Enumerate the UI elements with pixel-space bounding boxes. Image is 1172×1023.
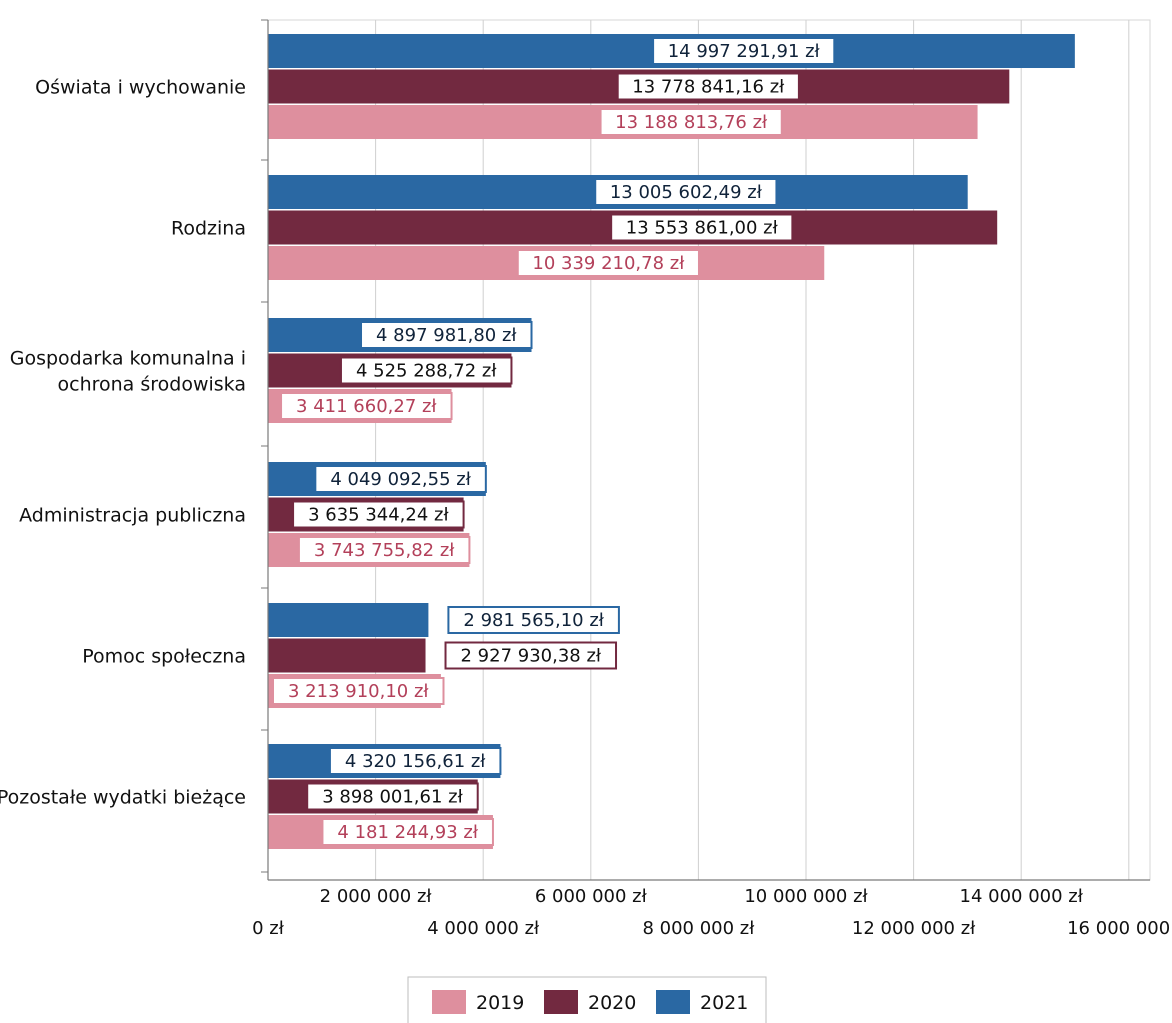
data-label-text: 3 898 001,61 zł bbox=[322, 787, 463, 808]
legend-label: 2021 bbox=[700, 992, 748, 1014]
legend-box bbox=[407, 976, 767, 1023]
category-label-line: Rodzina bbox=[171, 218, 246, 240]
data-label-text: 3 411 660,27 zł bbox=[296, 396, 437, 417]
data-label-2019-2: 3 411 660,27 zł bbox=[280, 392, 453, 420]
x-tick-label: 0 zł bbox=[252, 918, 285, 939]
data-label-box bbox=[314, 465, 487, 493]
category-label-4: Pomoc społeczna bbox=[82, 646, 246, 668]
category-label-line: Pomoc społeczna bbox=[82, 646, 246, 668]
bar-2021-4 bbox=[268, 603, 429, 637]
data-label-text: 3 213 910,10 zł bbox=[288, 681, 429, 702]
category-label-1: Rodzina bbox=[171, 218, 246, 240]
data-label-2020-4: 2 927 930,38 zł bbox=[444, 641, 618, 670]
x-tick-label: 2 000 000 zł bbox=[320, 886, 433, 907]
data-label-2020-0: 13 778 841,16 zł bbox=[616, 72, 800, 101]
category-label-5: Pozostałe wydatki bieżące bbox=[0, 787, 246, 809]
bar-2020-4 bbox=[268, 638, 426, 673]
data-label-box bbox=[328, 747, 502, 775]
data-label-2021-0: 14 997 291,91 zł bbox=[652, 37, 836, 65]
data-label-box bbox=[516, 249, 700, 277]
series-2020: 13 778 841,16 zł 13 553 861,00 zł 4 525 28… bbox=[268, 69, 1010, 814]
data-label-2019-5: 4 181 244,93 zł bbox=[321, 818, 494, 846]
data-label-text: 4 181 244,93 zł bbox=[337, 822, 478, 843]
data-label-box bbox=[292, 500, 465, 529]
data-label-2021-2: 4 897 981,80 zł bbox=[360, 321, 533, 349]
data-label-2019-4: 3 213 910,10 zł bbox=[272, 677, 445, 705]
data-label-text: 13 188 813,76 zł bbox=[615, 112, 768, 133]
category-label-line: Administracja publiczna bbox=[19, 505, 246, 527]
data-label-text: 4 049 092,55 zł bbox=[330, 469, 471, 490]
data-label-2021-4: 2 981 565,10 zł bbox=[447, 606, 620, 634]
data-label-text: 13 778 841,16 zł bbox=[632, 77, 785, 98]
data-label-text: 2 981 565,10 zł bbox=[463, 610, 604, 631]
data-label-2020-5: 3 898 001,61 zł bbox=[306, 782, 479, 811]
data-label-box bbox=[447, 606, 620, 634]
legend-swatch bbox=[656, 990, 690, 1014]
data-label-text: 2 927 930,38 zł bbox=[461, 646, 602, 667]
data-label-text: 4 897 981,80 zł bbox=[376, 325, 517, 346]
series-2021: 14 997 291,91 zł 13 005 602,49 zł 4 897 98… bbox=[268, 34, 1075, 778]
data-label-text: 13 005 602,49 zł bbox=[610, 182, 763, 203]
legend-label: 2020 bbox=[588, 992, 636, 1014]
data-label-text: 14 997 291,91 zł bbox=[668, 41, 821, 62]
data-label-box bbox=[280, 392, 453, 420]
data-label-box bbox=[306, 782, 479, 811]
data-label-box bbox=[599, 108, 783, 136]
data-label-text: 3 635 344,24 zł bbox=[308, 505, 449, 526]
data-label-2019-0: 13 188 813,76 zł bbox=[599, 108, 783, 136]
data-label-box bbox=[272, 677, 445, 705]
x-tick-label: 16 000 000 zł bbox=[1067, 918, 1172, 939]
data-label-text: 4 320 156,61 zł bbox=[345, 751, 486, 772]
data-label-2019-1: 10 339 210,78 zł bbox=[516, 249, 700, 277]
category-label-3: Administracja publiczna bbox=[19, 505, 246, 527]
data-label-text: 13 553 861,00 zł bbox=[626, 218, 779, 239]
series-2019: 13 188 813,76 zł 10 339 210,78 zł 3 411 66… bbox=[268, 105, 978, 849]
data-label-text: 3 743 755,82 zł bbox=[314, 540, 455, 561]
x-tick-label: 8 000 000 zł bbox=[642, 918, 755, 939]
x-tick-label: 6 000 000 zł bbox=[535, 886, 648, 907]
category-label-line: Pozostałe wydatki bieżące bbox=[0, 787, 246, 809]
data-label-box bbox=[610, 213, 794, 242]
data-label-2021-3: 4 049 092,55 zł bbox=[314, 465, 487, 493]
data-label-2021-1: 13 005 602,49 zł bbox=[594, 178, 778, 206]
x-tick-label: 10 000 000 zł bbox=[744, 886, 868, 907]
legend-item-2021: 2021 bbox=[656, 990, 748, 1014]
category-label-2: Gospodarka komunalna i ochrona środowiska bbox=[10, 348, 246, 396]
data-label-text: 10 339 210,78 zł bbox=[532, 253, 685, 274]
data-label-box bbox=[444, 641, 618, 670]
category-label-line: Oświata i wychowanie bbox=[35, 77, 246, 99]
legend-swatch bbox=[544, 990, 578, 1014]
data-label-2021-5: 4 320 156,61 zł bbox=[328, 747, 502, 775]
x-tick-label: 4 000 000 zł bbox=[427, 918, 540, 939]
data-label-box bbox=[297, 536, 471, 564]
category-label-0: Oświata i wychowanie bbox=[35, 77, 246, 99]
data-label-box bbox=[360, 321, 533, 349]
category-label-line: Gospodarka komunalna i bbox=[10, 348, 246, 370]
data-label-box bbox=[616, 72, 800, 101]
data-label-2019-3: 3 743 755,82 zł bbox=[297, 536, 471, 564]
legend-label: 2019 bbox=[476, 992, 524, 1014]
data-label-box bbox=[594, 178, 778, 206]
legend-swatch bbox=[432, 990, 466, 1014]
x-tick-label: 14 000 000 zł bbox=[960, 886, 1084, 907]
legend: 2019 2020 2021 bbox=[407, 976, 767, 1023]
data-label-text: 4 525 288,72 zł bbox=[356, 361, 497, 382]
x-tick-label: 12 000 000 zł bbox=[852, 918, 976, 939]
legend-item-2019: 2019 bbox=[432, 990, 524, 1014]
data-label-2020-1: 13 553 861,00 zł bbox=[610, 213, 794, 242]
data-label-box bbox=[339, 356, 513, 385]
data-label-box bbox=[652, 37, 836, 65]
data-label-2020-3: 3 635 344,24 zł bbox=[292, 500, 465, 529]
data-label-box bbox=[321, 818, 494, 846]
category-label-line: ochrona środowiska bbox=[58, 374, 247, 396]
data-label-2020-2: 4 525 288,72 zł bbox=[339, 356, 513, 385]
legend-item-2020: 2020 bbox=[544, 990, 636, 1014]
